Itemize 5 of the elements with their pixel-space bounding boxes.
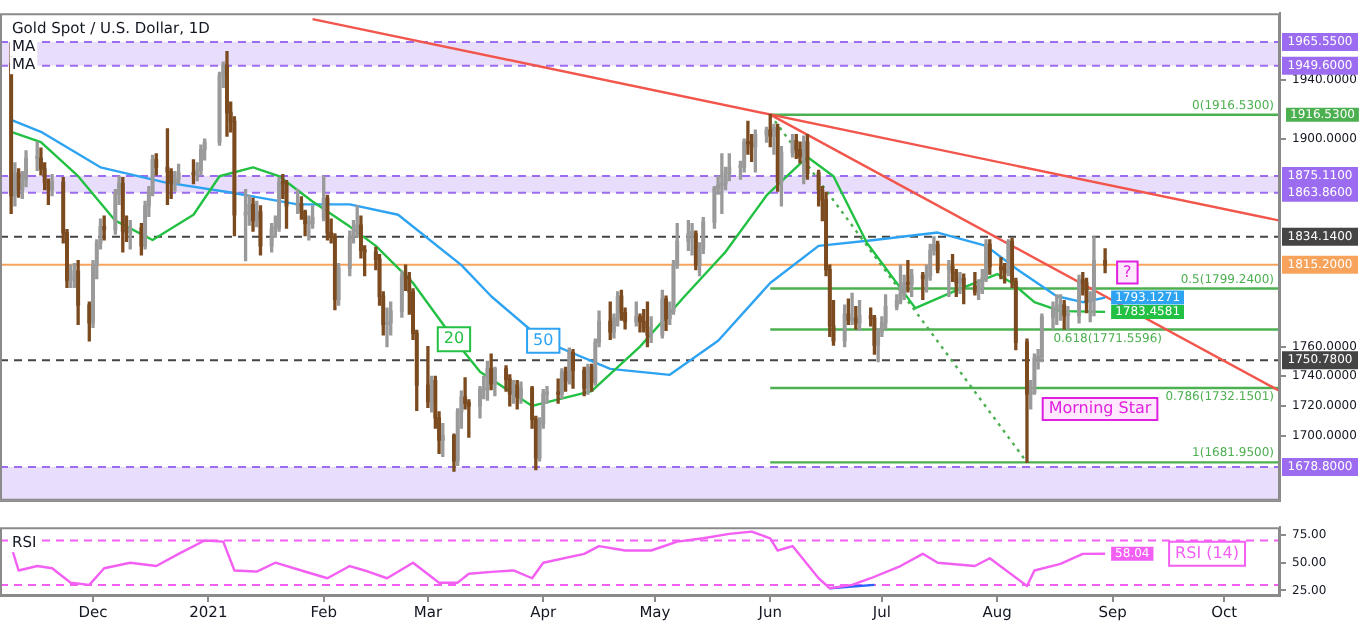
annotation: Morning Star <box>1048 399 1153 418</box>
legend-label: RSI (14) <box>1175 543 1240 562</box>
series-label: 50 <box>533 330 554 349</box>
series-label: 20 <box>443 329 465 348</box>
annotation: ? <box>1123 262 1132 281</box>
